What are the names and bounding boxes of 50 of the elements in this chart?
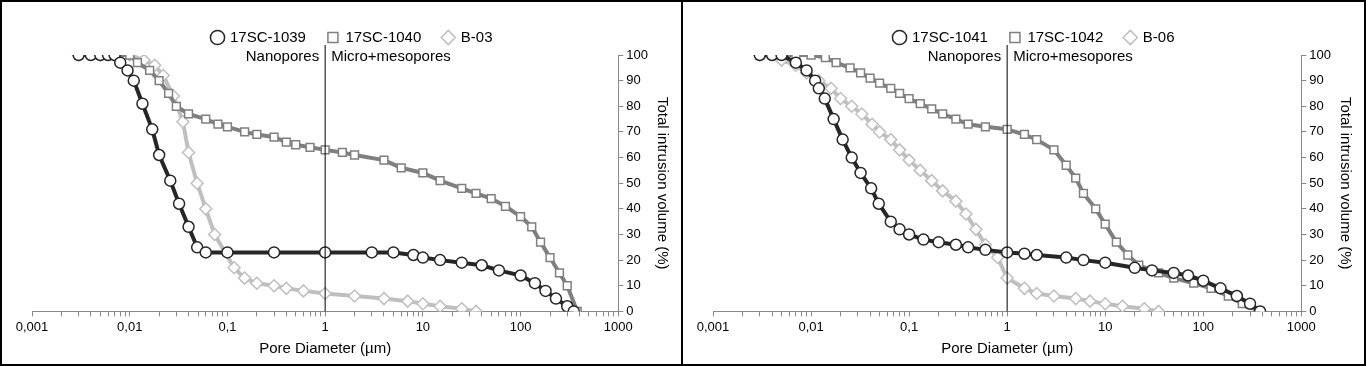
x-axis-title: Pore Diameter (µm) <box>941 339 1074 357</box>
annotation: Nanopores <box>245 47 320 65</box>
x-tick-label: 0,01 <box>117 318 143 334</box>
x-tick-label: 0,001 <box>696 318 730 334</box>
annotation: Micro+mesopores <box>1013 47 1133 65</box>
y-tick-label: 40 <box>626 200 641 216</box>
y-tick-label: 50 <box>1309 174 1324 190</box>
legend-label: 17SC-1039 <box>230 27 306 45</box>
y-tick-label: 10 <box>1309 277 1324 293</box>
x-tick-label: 0,01 <box>798 318 824 334</box>
x-axis-title: Pore Diameter (µm) <box>259 339 392 357</box>
y-tick-label: 100 <box>1309 46 1332 62</box>
legend-label: 17SC-1041 <box>912 27 988 45</box>
y-tick-label: 10 <box>626 277 641 293</box>
legend-label: 17SC-1040 <box>345 27 422 45</box>
legend-label: B-03 <box>460 27 493 45</box>
annotation: Micro+mesopores <box>331 47 451 65</box>
y-tick-label: 30 <box>1309 226 1324 242</box>
y-tick-label: 80 <box>1309 97 1324 113</box>
y-tick-label: 40 <box>1309 200 1324 216</box>
x-tick-label: 1000 <box>603 318 633 334</box>
y-tick-label: 100 <box>626 46 649 62</box>
y-tick-label: 0 <box>626 302 634 318</box>
x-tick-label: 100 <box>509 318 532 334</box>
x-tick-label: 0,1 <box>900 318 919 334</box>
y-tick-label: 50 <box>626 174 641 190</box>
x-tick-label: 1000 <box>1286 318 1316 334</box>
y-tick-label: 70 <box>1309 123 1324 139</box>
y-tick-label: 60 <box>626 149 641 165</box>
y-tick-label: 90 <box>626 72 641 88</box>
legend-label: B-06 <box>1142 27 1175 45</box>
y-tick-label: 60 <box>1309 149 1324 165</box>
y-tick-label: 70 <box>626 123 641 139</box>
x-tick-label: 10 <box>415 318 431 334</box>
y-tick-label: 30 <box>626 226 641 242</box>
y-axis-title: Total intrusion volume (%) <box>1337 96 1355 270</box>
y-tick-label: 90 <box>1309 72 1324 88</box>
x-tick-label: 0,1 <box>218 318 237 334</box>
y-tick-label: 20 <box>1309 251 1324 267</box>
x-tick-label: 0,001 <box>15 318 49 334</box>
x-tick-label: 1 <box>321 318 329 334</box>
y-tick-label: 20 <box>626 251 641 267</box>
x-tick-label: 100 <box>1192 318 1215 334</box>
y-tick-label: 80 <box>626 97 641 113</box>
annotation: Nanopores <box>927 47 1002 65</box>
x-tick-label: 10 <box>1097 318 1113 334</box>
x-tick-label: 1 <box>1003 318 1011 334</box>
y-axis-title: Total intrusion volume (%) <box>654 96 672 270</box>
y-tick-label: 0 <box>1309 302 1317 318</box>
legend-label: 17SC-1042 <box>1027 27 1104 45</box>
